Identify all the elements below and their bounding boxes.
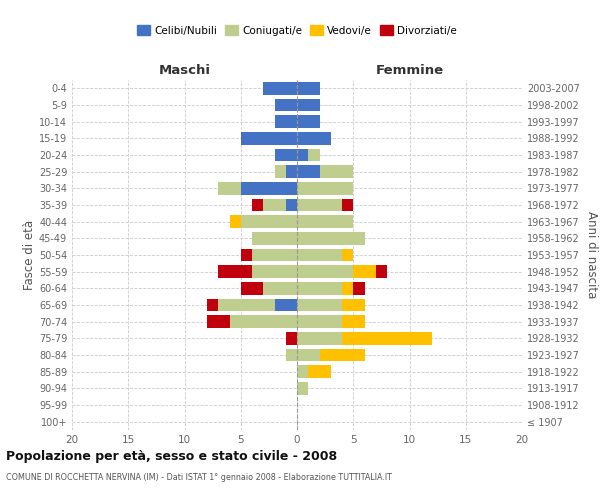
Bar <box>297 82 320 94</box>
Bar <box>297 282 342 294</box>
Bar <box>241 248 252 261</box>
Bar <box>297 266 353 278</box>
Bar <box>353 266 376 278</box>
Bar <box>342 198 353 211</box>
Bar <box>320 349 365 361</box>
Bar <box>297 116 320 128</box>
Bar <box>263 282 297 294</box>
Bar <box>275 116 297 128</box>
Bar <box>275 166 286 178</box>
Bar <box>286 166 297 178</box>
Bar <box>241 132 297 144</box>
Bar <box>297 248 342 261</box>
Bar <box>297 216 353 228</box>
Text: Femmine: Femmine <box>376 64 443 78</box>
Bar <box>297 149 308 161</box>
Bar <box>275 149 297 161</box>
Bar <box>297 366 308 378</box>
Bar <box>308 149 320 161</box>
Bar <box>297 99 320 112</box>
Bar <box>207 298 218 311</box>
Text: Maschi: Maschi <box>158 64 211 78</box>
Bar <box>241 216 297 228</box>
Bar <box>218 266 252 278</box>
Y-axis label: Fasce di età: Fasce di età <box>23 220 36 290</box>
Bar <box>342 298 365 311</box>
Legend: Celibi/Nubili, Coniugati/e, Vedovi/e, Divorziati/e: Celibi/Nubili, Coniugati/e, Vedovi/e, Di… <box>133 21 461 40</box>
Bar <box>275 99 297 112</box>
Text: Popolazione per età, sesso e stato civile - 2008: Popolazione per età, sesso e stato civil… <box>6 450 337 463</box>
Bar <box>229 216 241 228</box>
Bar <box>263 198 286 211</box>
Bar <box>297 232 365 244</box>
Bar <box>353 282 365 294</box>
Bar <box>207 316 229 328</box>
Bar <box>308 366 331 378</box>
Bar <box>241 282 263 294</box>
Bar <box>218 298 275 311</box>
Bar <box>229 316 297 328</box>
Bar <box>286 349 297 361</box>
Bar <box>252 248 297 261</box>
Bar <box>286 332 297 344</box>
Bar <box>252 266 297 278</box>
Bar <box>218 182 241 194</box>
Bar <box>297 382 308 394</box>
Bar <box>275 298 297 311</box>
Bar <box>286 198 297 211</box>
Bar <box>297 316 342 328</box>
Bar <box>297 182 353 194</box>
Bar <box>342 282 353 294</box>
Bar <box>376 266 387 278</box>
Bar <box>252 198 263 211</box>
Bar <box>297 332 342 344</box>
Text: COMUNE DI ROCCHETTA NERVINA (IM) - Dati ISTAT 1° gennaio 2008 - Elaborazione TUT: COMUNE DI ROCCHETTA NERVINA (IM) - Dati … <box>6 472 392 482</box>
Bar <box>342 316 365 328</box>
Bar <box>342 248 353 261</box>
Bar <box>297 198 342 211</box>
Bar <box>252 232 297 244</box>
Bar <box>263 82 297 94</box>
Bar <box>241 182 297 194</box>
Bar <box>297 349 320 361</box>
Bar <box>342 332 432 344</box>
Bar <box>297 298 342 311</box>
Bar <box>320 166 353 178</box>
Bar <box>297 166 320 178</box>
Y-axis label: Anni di nascita: Anni di nascita <box>585 212 598 298</box>
Bar <box>297 132 331 144</box>
